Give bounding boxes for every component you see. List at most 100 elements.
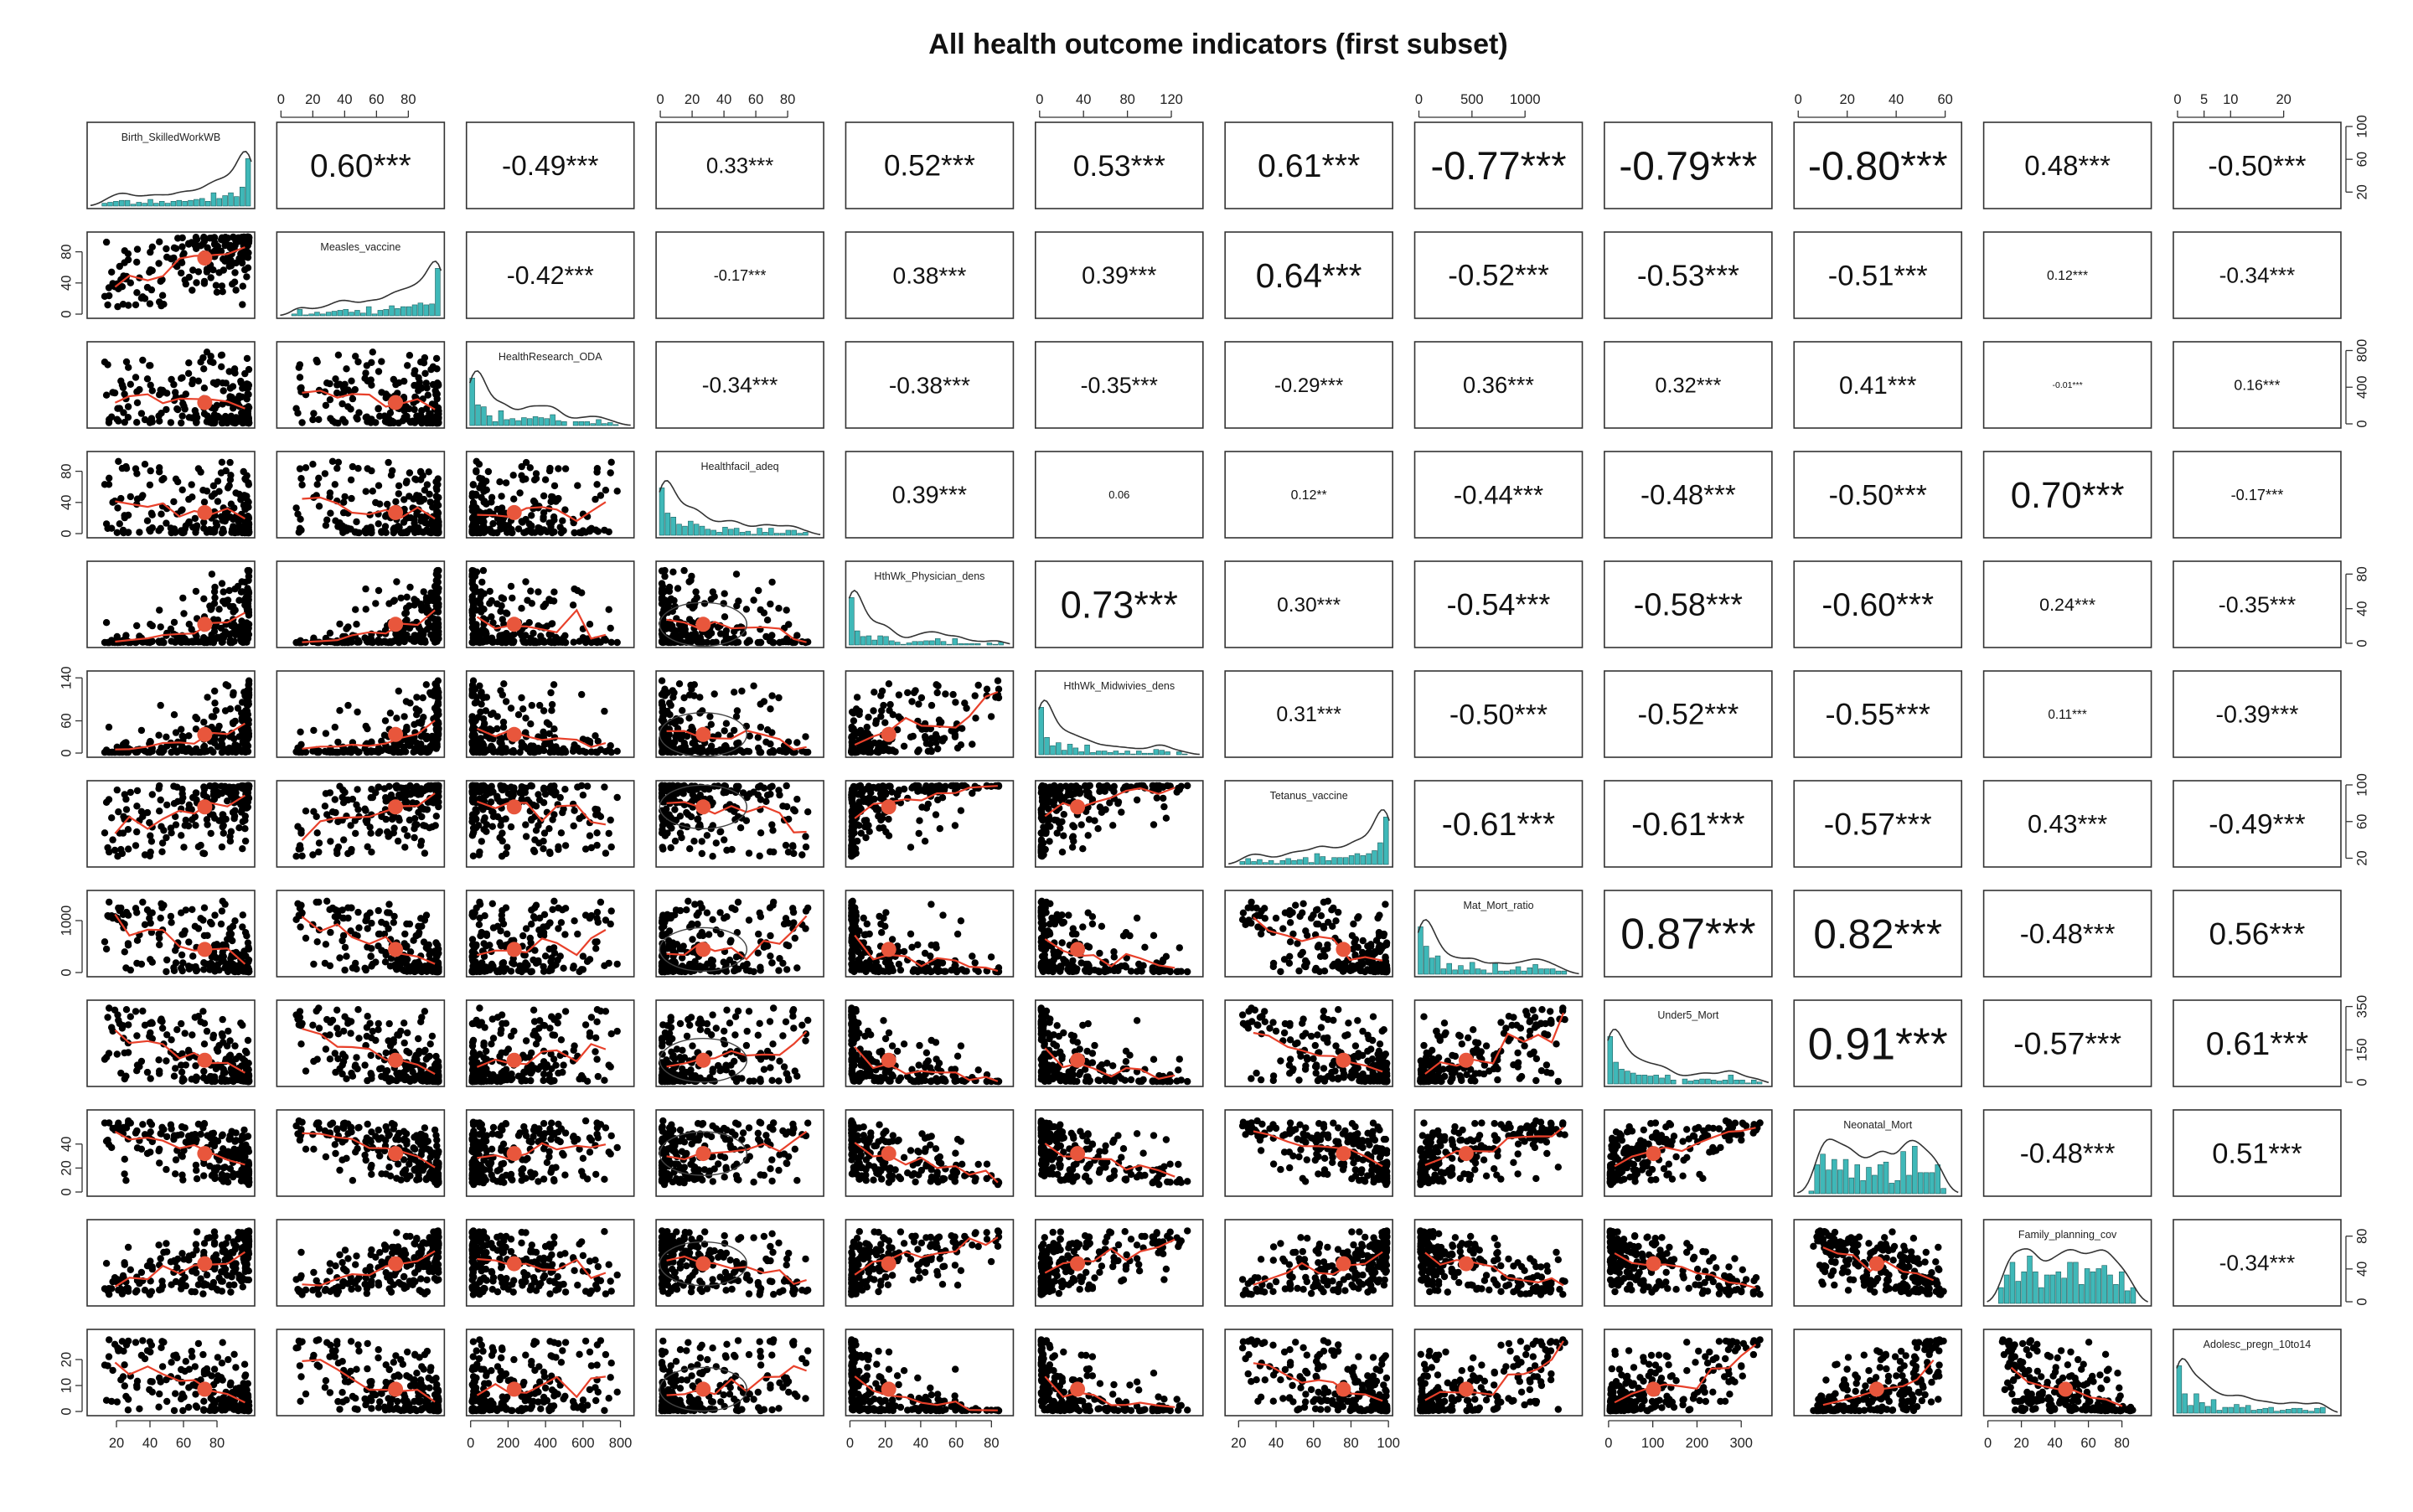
- histogram-bar: [171, 201, 176, 206]
- scatter-point: [148, 286, 155, 293]
- scatter-point: [433, 365, 440, 372]
- scatter-point: [115, 458, 121, 465]
- scatter-point: [750, 683, 757, 689]
- scatter-point: [108, 269, 115, 276]
- scatter-point: [672, 838, 679, 844]
- scatter-point: [500, 596, 507, 602]
- histogram-bar: [987, 642, 992, 645]
- scatter-point: [433, 596, 440, 603]
- scatter-point: [149, 791, 156, 797]
- correlation-label: -0.17***: [2231, 487, 2284, 503]
- scatter-point: [406, 469, 413, 476]
- scatter-point: [508, 529, 514, 535]
- histogram-bar: [659, 488, 664, 535]
- scatter-point: [163, 406, 169, 413]
- scatter-point: [240, 419, 247, 426]
- scatter-point: [200, 719, 207, 725]
- scatter-point: [668, 702, 674, 709]
- scatter-point: [477, 786, 483, 792]
- scatter-point: [421, 588, 427, 595]
- scatter-point: [384, 501, 390, 508]
- scatter-point: [133, 419, 140, 426]
- panel-Birth_SkilledWorkWB-HthWk_Physician_dens: 0.52***: [845, 122, 1013, 209]
- scatter-point: [522, 715, 529, 721]
- scatter-point: [120, 741, 127, 748]
- panel-Birth_SkilledWorkWB-Under5_Mort: -0.79***: [1604, 122, 1772, 209]
- panel-HthWk_Physician_dens-HthWk_Midwivies_dens: 0.73***: [1036, 561, 1203, 648]
- scatter-point: [244, 355, 251, 362]
- scatter-point: [530, 847, 537, 854]
- scatter-point: [411, 370, 417, 377]
- scatter-point: [218, 635, 225, 642]
- scatter-point: [493, 725, 500, 732]
- scatter-point: [174, 406, 181, 413]
- histogram-bar: [527, 419, 532, 426]
- scatter-point: [333, 465, 340, 472]
- scatter-point: [375, 520, 382, 527]
- scatter-point: [586, 833, 593, 839]
- scatter-point: [746, 748, 752, 755]
- scatter-point: [496, 478, 503, 485]
- scatter-point: [204, 816, 210, 823]
- correlation-label: -0.50***: [1449, 699, 1548, 730]
- scatter-point: [219, 282, 225, 289]
- scatter-point: [494, 748, 501, 755]
- histogram-bar: [125, 200, 130, 206]
- scatter-point: [942, 690, 948, 697]
- scatter-point: [571, 529, 577, 536]
- scatter-point: [206, 602, 213, 609]
- scatter-point: [204, 268, 210, 275]
- scatter-point: [200, 792, 207, 798]
- scatter-point: [133, 259, 140, 266]
- scatter-point: [209, 493, 215, 499]
- scatter-point: [195, 465, 202, 472]
- scatter-point: [709, 853, 716, 859]
- histogram-bar: [763, 532, 768, 535]
- scatter-point: [503, 610, 509, 617]
- scatter-point: [669, 782, 676, 789]
- scatter-point: [338, 526, 345, 533]
- scatter-point: [713, 839, 720, 846]
- scatter-point: [527, 587, 534, 594]
- scatter-point: [531, 477, 538, 483]
- scatter-point: [120, 829, 127, 836]
- scatter-point: [159, 839, 166, 846]
- panel-Tetanus_vaccine-HthWk_Physician_dens: [845, 781, 1013, 867]
- scatter-point: [468, 606, 475, 613]
- scatter-point: [378, 358, 385, 364]
- scatter-point: [886, 783, 892, 790]
- scatter-point: [297, 384, 304, 391]
- histogram-bar: [360, 313, 365, 316]
- scatter-point: [674, 585, 681, 591]
- centroid-point: [197, 617, 212, 632]
- scatter-point: [392, 498, 399, 505]
- scatter-point: [133, 828, 140, 835]
- scatter-point: [116, 263, 123, 270]
- histogram-bar: [1067, 744, 1072, 755]
- scatter-point: [397, 595, 404, 601]
- scatter-point: [570, 601, 576, 608]
- panel-Healthfacil_adeq-Adolesc_pregn_10to14: -0.17***: [2173, 452, 2341, 538]
- scatter-point: [435, 608, 442, 615]
- histogram-bar: [205, 201, 210, 206]
- scatter-point: [870, 707, 876, 714]
- panel-HthWk_Midwivies_dens-HthWk_Midwivies_dens: HthWk_Midwivies_dens: [1036, 671, 1203, 757]
- scatter-point: [106, 292, 112, 299]
- scatter-point: [933, 811, 939, 818]
- scatter-point: [516, 489, 523, 496]
- scatter-point: [223, 379, 230, 386]
- scatter-point: [500, 521, 507, 528]
- histogram-bar: [717, 532, 722, 535]
- scatter-point: [294, 823, 301, 830]
- panel-Measles_vaccine-HthWk_Physician_dens: 0.38***: [845, 232, 1013, 318]
- scatter-point: [792, 808, 798, 814]
- scatter-point: [227, 245, 234, 251]
- histogram-bar: [1096, 751, 1101, 755]
- scatter-point: [218, 513, 225, 520]
- histogram-bar: [573, 421, 578, 426]
- scatter-point: [433, 511, 440, 518]
- scatter-point: [550, 589, 557, 596]
- scatter-point: [530, 498, 537, 504]
- panel-Healthfacil_adeq-Healthfacil_adeq: Healthfacil_adeq: [656, 452, 824, 538]
- scatter-point: [518, 472, 524, 479]
